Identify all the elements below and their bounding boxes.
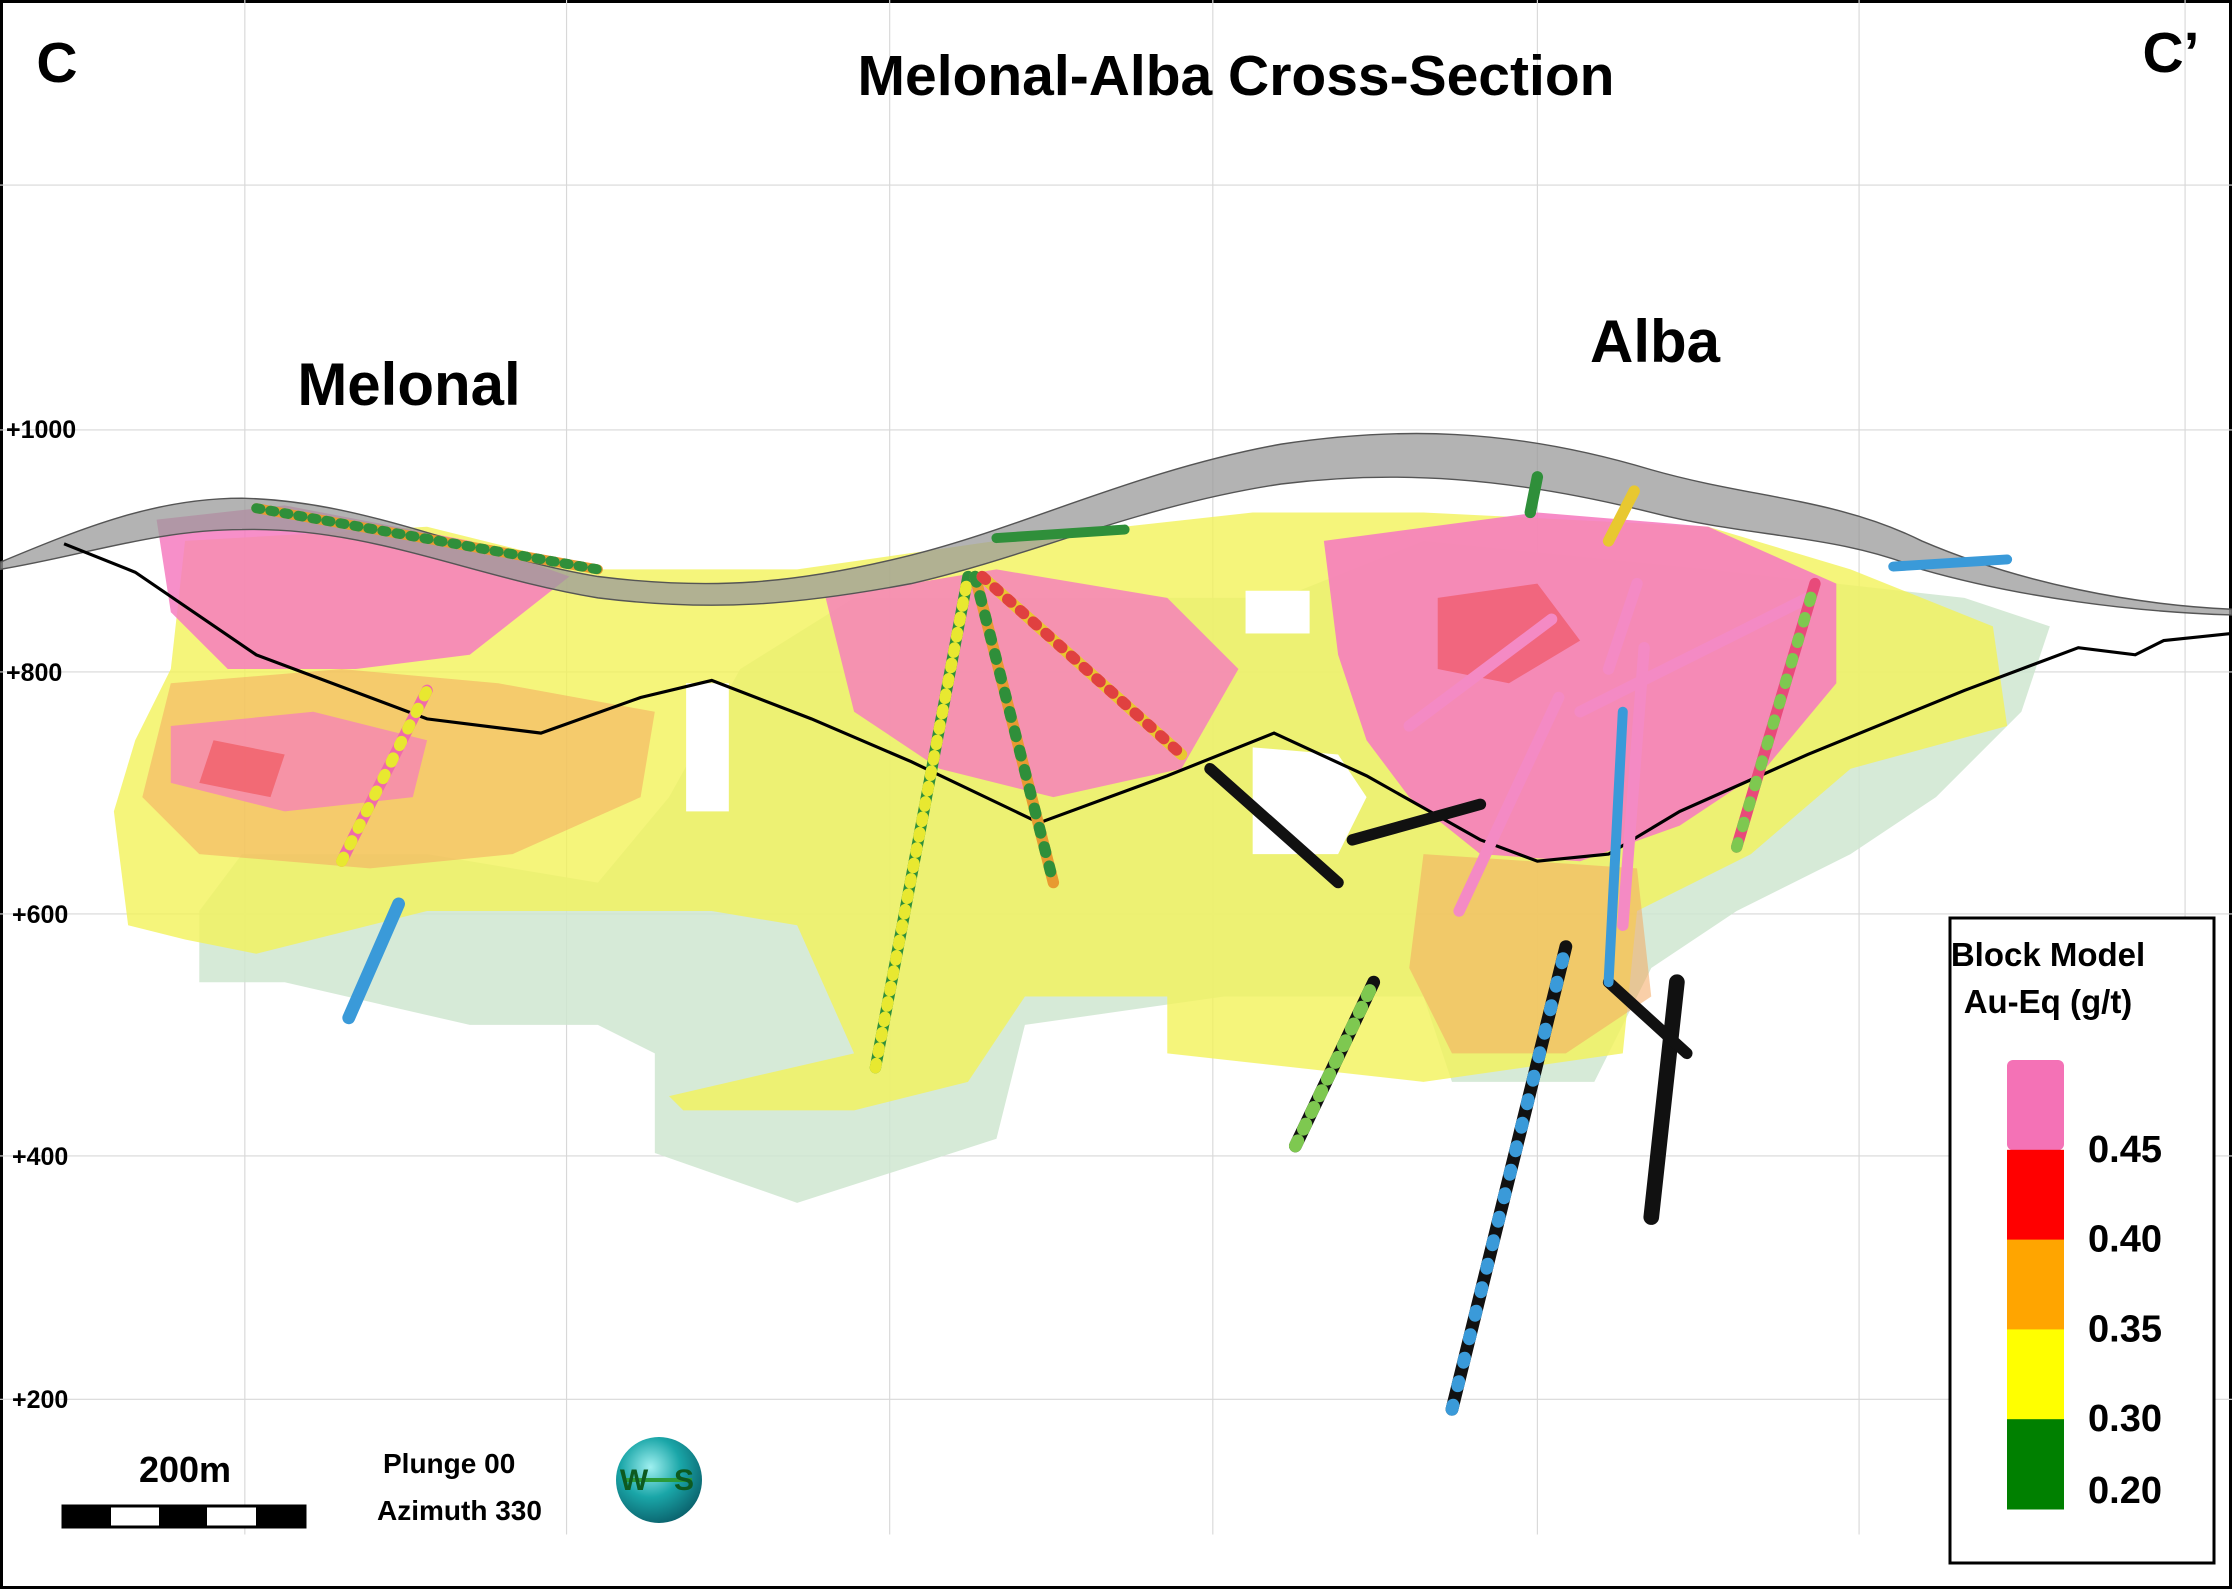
zone-label: Melonal bbox=[297, 351, 520, 418]
pit-outline bbox=[63, 542, 2232, 863]
legend: Block Model Au-Eq (g/t) 0.45 0.40 0.35 0.30 0.… bbox=[1951, 936, 2162, 1512]
legend-label: 0.20 bbox=[2088, 1470, 2162, 1512]
section-start: C bbox=[36, 31, 77, 95]
elevation-label: +1000 bbox=[6, 416, 76, 444]
scale-label: 200m bbox=[139, 1449, 231, 1490]
legend-label: 0.45 bbox=[2088, 1129, 2162, 1171]
elevation-label: +800 bbox=[6, 659, 62, 687]
zone-orange bbox=[1409, 854, 1652, 1054]
elevation-label: +600 bbox=[12, 901, 68, 929]
zone-pink bbox=[1323, 512, 1837, 862]
legend-swatch bbox=[2007, 1060, 2064, 1151]
legend-swatch bbox=[2007, 1329, 2064, 1420]
legend-swatch bbox=[2007, 1149, 2064, 1241]
elevation-labels: +1000 +800 +600 +400 +200 bbox=[6, 416, 76, 1414]
void bbox=[686, 683, 729, 812]
plunge: Plunge 00 bbox=[383, 1448, 515, 1479]
zone-pink bbox=[170, 711, 428, 812]
title: Melonal-Alba Cross-Section bbox=[858, 44, 1615, 108]
zone-red bbox=[1437, 583, 1581, 684]
elevation-label: +200 bbox=[12, 1386, 68, 1414]
zone-pink bbox=[825, 569, 1239, 798]
azimuth: Azimuth 330 bbox=[377, 1495, 542, 1526]
legend-label: 0.40 bbox=[2088, 1219, 2162, 1261]
legend-label: 0.30 bbox=[2088, 1398, 2162, 1440]
topography bbox=[0, 432, 2232, 616]
zone-label: Alba bbox=[1590, 308, 1721, 375]
legend-title: Au-Eq (g/t) bbox=[1964, 983, 2133, 1020]
zone-red bbox=[199, 740, 285, 798]
section-art bbox=[0, 0, 2232, 1535]
compass-west: W bbox=[620, 1464, 649, 1497]
drill-holes bbox=[251, 471, 2013, 1416]
legend-swatch bbox=[2007, 1239, 2064, 1330]
legend-title: Block Model bbox=[1951, 936, 2145, 973]
legend-swatch bbox=[2007, 1419, 2064, 1510]
elevation-label: +400 bbox=[12, 1143, 68, 1171]
void bbox=[1245, 590, 1310, 634]
section-end: C’ bbox=[2143, 21, 2200, 85]
legend-label: 0.35 bbox=[2088, 1308, 2162, 1350]
compass-south: S bbox=[674, 1464, 694, 1497]
scale-bar bbox=[61, 1504, 307, 1529]
legend-box bbox=[1948, 916, 2216, 1565]
